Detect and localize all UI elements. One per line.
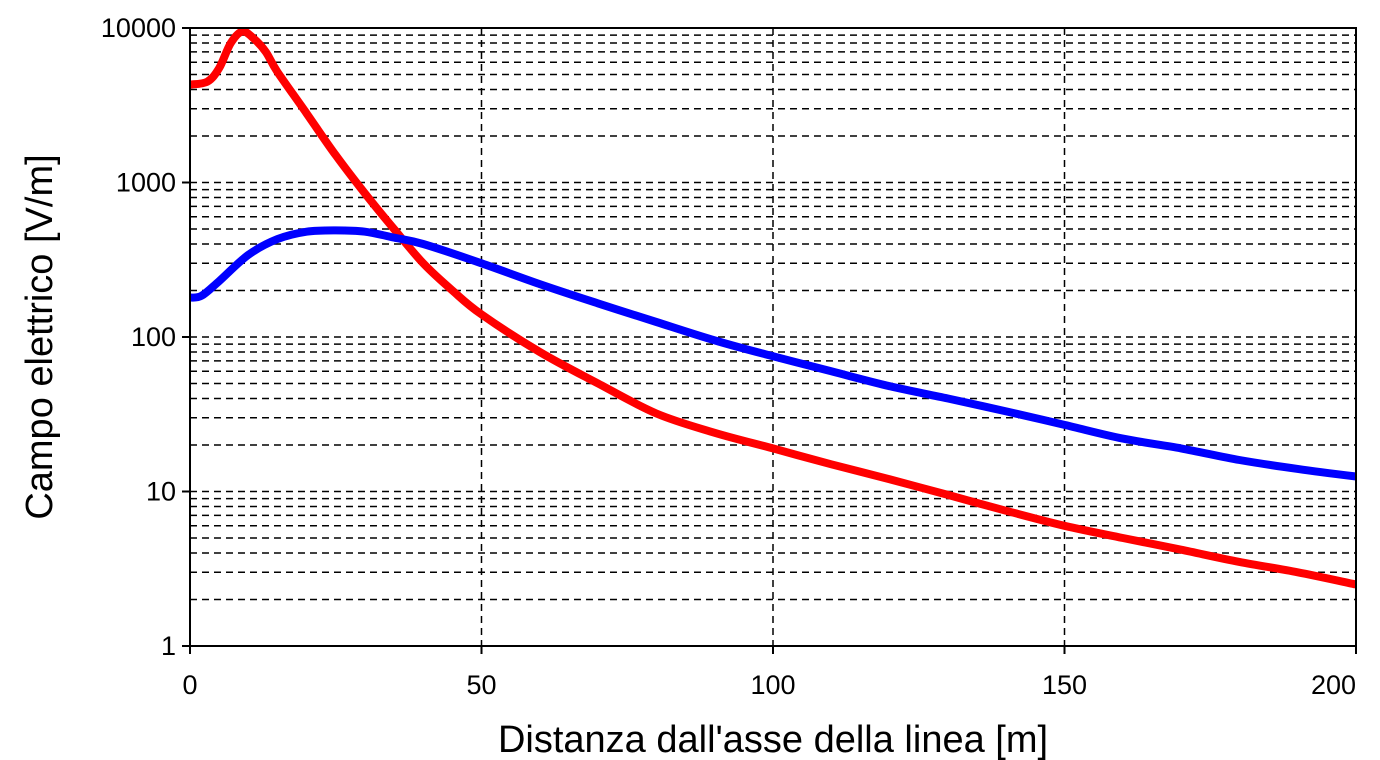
y-tick-label: 10000	[101, 13, 176, 43]
y-tick-label: 1000	[116, 168, 176, 198]
y-tick-label: 10	[146, 477, 176, 507]
series-group	[189, 27, 1357, 589]
x-tick-label: 100	[750, 670, 795, 700]
series-line-1	[189, 27, 1357, 589]
x-tick-label: 200	[1311, 670, 1356, 700]
x-tick-label: 0	[182, 670, 197, 700]
y-axis-title: Campo elettrico [V/m]	[19, 154, 61, 519]
axis-ticks: 1 10 100 1000 10000 0 50 100 150 200	[101, 13, 1357, 700]
x-axis-title: Distanza dall'asse della linea [m]	[498, 719, 1048, 760]
y-tick-label: 100	[131, 322, 176, 352]
grid	[190, 28, 1356, 646]
series-line-2	[189, 226, 1357, 481]
x-tick-label: 150	[1042, 670, 1087, 700]
y-tick-label: 1	[161, 631, 176, 661]
x-tick-label: 50	[466, 670, 496, 700]
